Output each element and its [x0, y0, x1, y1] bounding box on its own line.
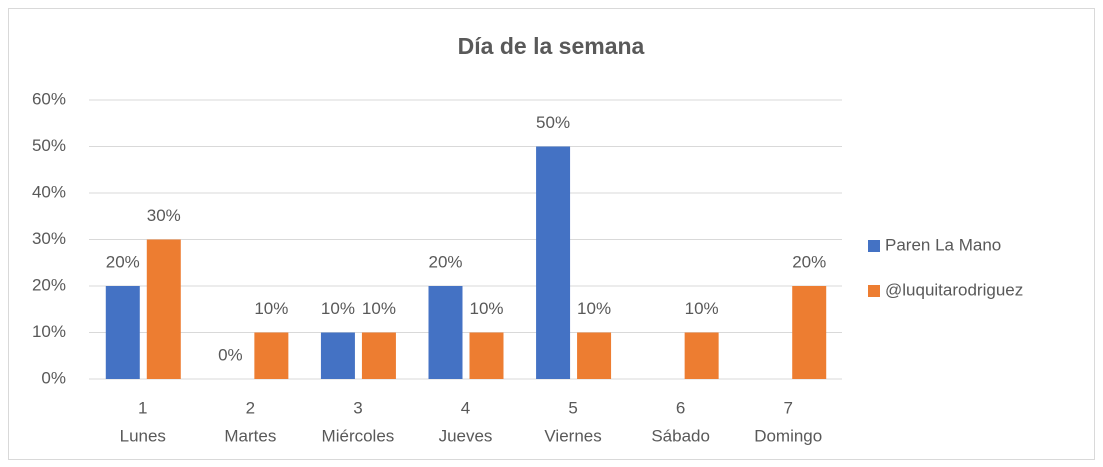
bar — [792, 286, 827, 379]
data-label: 10% — [469, 299, 503, 318]
bar — [361, 332, 396, 379]
y-tick-label: 60% — [32, 89, 66, 108]
x-tick-label: Miércoles — [322, 426, 395, 445]
x-tick-label: Jueves — [439, 426, 493, 445]
x-tick-label: Domingo — [754, 426, 822, 445]
legend-swatch — [868, 285, 880, 297]
data-label: 30% — [147, 206, 181, 225]
x-tick-label: 1 — [138, 398, 147, 417]
y-tick-label: 50% — [32, 136, 66, 155]
y-tick-label: 20% — [32, 275, 66, 294]
legend-label: @luquitarodriguez — [885, 280, 1023, 299]
data-label: 20% — [106, 252, 140, 271]
data-label: 10% — [362, 299, 396, 318]
data-label: 50% — [536, 113, 570, 132]
data-label: 20% — [428, 252, 462, 271]
x-tick-label: 3 — [353, 398, 362, 417]
x-tick-label: 2 — [246, 398, 255, 417]
bar — [536, 146, 571, 379]
data-label: 0% — [218, 345, 243, 364]
y-tick-label: 30% — [32, 229, 66, 248]
bar — [105, 286, 140, 379]
data-label: 10% — [321, 299, 355, 318]
x-tick-label: Sábado — [651, 426, 710, 445]
chart-title: Día de la semana — [458, 33, 645, 59]
legend-swatch — [868, 240, 880, 252]
data-label: 10% — [254, 299, 288, 318]
x-tick-label: 4 — [461, 398, 470, 417]
bar — [469, 332, 504, 379]
bar — [146, 239, 181, 379]
data-label: 10% — [685, 299, 719, 318]
bar — [684, 332, 719, 379]
y-tick-label: 40% — [32, 182, 66, 201]
x-tick-label: Viernes — [544, 426, 601, 445]
x-tick-label: Lunes — [120, 426, 166, 445]
data-label: 20% — [792, 252, 826, 271]
bar — [577, 332, 612, 379]
legend-label: Paren La Mano — [885, 235, 1001, 254]
x-tick-label: 5 — [568, 398, 577, 417]
y-tick-label: 0% — [41, 368, 66, 387]
y-tick-label: 10% — [32, 322, 66, 341]
data-label: 10% — [577, 299, 611, 318]
x-tick-label: 6 — [676, 398, 685, 417]
x-tick-label: 7 — [783, 398, 792, 417]
bar — [254, 332, 289, 379]
bar — [428, 286, 463, 379]
x-tick-label: Martes — [224, 426, 276, 445]
bar — [320, 332, 355, 379]
